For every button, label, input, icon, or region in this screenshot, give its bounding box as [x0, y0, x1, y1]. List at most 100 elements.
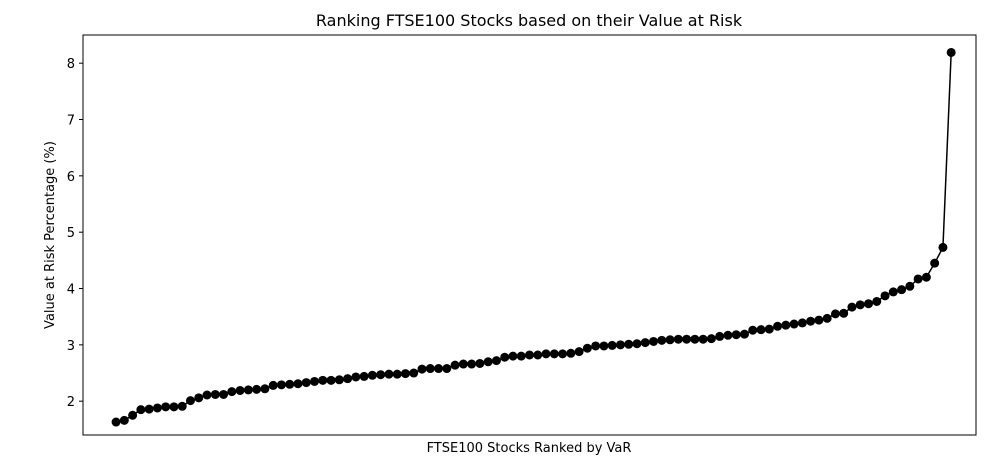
data-point	[376, 370, 386, 380]
y-tick-label: 2	[67, 395, 75, 410]
data-point	[607, 340, 617, 350]
data-point	[301, 378, 311, 388]
data-point	[549, 349, 559, 359]
data-point	[946, 47, 956, 57]
axes-frame	[82, 34, 977, 436]
data-point	[591, 341, 601, 351]
data-point	[334, 375, 344, 385]
data-point	[921, 272, 931, 282]
data-point	[367, 370, 377, 380]
y-tick-label: 6	[67, 170, 75, 185]
data-point	[152, 403, 162, 413]
data-point	[128, 410, 138, 420]
data-point	[640, 338, 650, 348]
data-point	[888, 287, 898, 297]
data-point	[748, 325, 758, 335]
data-point	[657, 335, 667, 345]
data-point	[425, 364, 435, 374]
data-point	[144, 404, 154, 414]
y-axis-ticks: 2 3 4 5 6 7 8	[67, 57, 83, 410]
data-point	[797, 318, 807, 328]
data-point	[615, 340, 625, 350]
y-tick-label: 4	[67, 283, 75, 298]
data-point	[516, 351, 526, 361]
data-point	[227, 387, 237, 397]
data-point	[781, 320, 791, 330]
data-point	[384, 369, 394, 379]
plot-area	[111, 47, 956, 427]
data-point	[558, 349, 568, 359]
data-point	[185, 396, 195, 406]
data-point	[450, 360, 460, 370]
y-tick-label: 7	[67, 114, 75, 129]
data-point	[318, 375, 328, 385]
data-point	[649, 336, 659, 346]
data-point	[764, 324, 774, 334]
data-point	[682, 334, 692, 344]
data-point	[268, 380, 278, 390]
data-point	[210, 389, 220, 399]
data-point	[508, 351, 518, 361]
data-point	[739, 329, 749, 339]
data-point	[715, 331, 725, 341]
data-point	[897, 285, 907, 295]
data-point	[632, 339, 642, 349]
data-point	[913, 274, 923, 284]
data-point	[533, 350, 543, 360]
data-point	[822, 313, 832, 323]
data-point	[847, 302, 857, 312]
data-point	[343, 374, 353, 384]
data-point	[177, 401, 187, 411]
data-point	[285, 379, 295, 389]
data-point	[731, 330, 741, 340]
data-point	[814, 315, 824, 325]
y-tick-label: 3	[67, 339, 75, 354]
chart-title: Ranking FTSE100 Stocks based on their Va…	[316, 11, 743, 30]
data-point	[351, 372, 361, 382]
data-point	[409, 368, 419, 378]
data-point	[665, 335, 675, 345]
y-tick-label: 5	[67, 226, 75, 241]
data-point	[574, 347, 584, 357]
data-point	[119, 415, 129, 425]
data-point	[434, 364, 444, 374]
data-point	[400, 369, 410, 379]
data-point	[756, 325, 766, 335]
data-point	[491, 356, 501, 366]
data-point	[310, 376, 320, 386]
data-point	[566, 348, 576, 358]
data-point	[235, 385, 245, 395]
data-point	[880, 291, 890, 301]
data-point	[458, 359, 468, 369]
data-point	[359, 371, 369, 381]
data-point	[136, 405, 146, 415]
data-point	[525, 350, 534, 360]
data-point	[252, 384, 262, 394]
data-point	[169, 402, 179, 412]
data-point	[723, 330, 733, 340]
data-point	[541, 349, 551, 359]
data-point	[194, 393, 204, 403]
data-point	[599, 341, 609, 351]
data-point	[773, 321, 783, 331]
data-point	[855, 300, 865, 310]
data-point	[260, 384, 270, 394]
data-point	[417, 364, 427, 374]
data-point	[392, 369, 402, 379]
data-point	[698, 334, 708, 344]
data-point	[111, 417, 121, 427]
data-point	[864, 299, 874, 309]
y-tick-label: 8	[67, 57, 75, 72]
data-point	[905, 281, 915, 291]
data-point	[219, 389, 229, 399]
data-point	[475, 358, 485, 368]
data-point	[161, 402, 171, 412]
data-point	[673, 334, 683, 344]
data-point	[442, 364, 452, 374]
data-point	[830, 309, 840, 319]
data-point	[706, 334, 716, 344]
data-point	[483, 357, 493, 367]
data-point	[624, 339, 634, 349]
